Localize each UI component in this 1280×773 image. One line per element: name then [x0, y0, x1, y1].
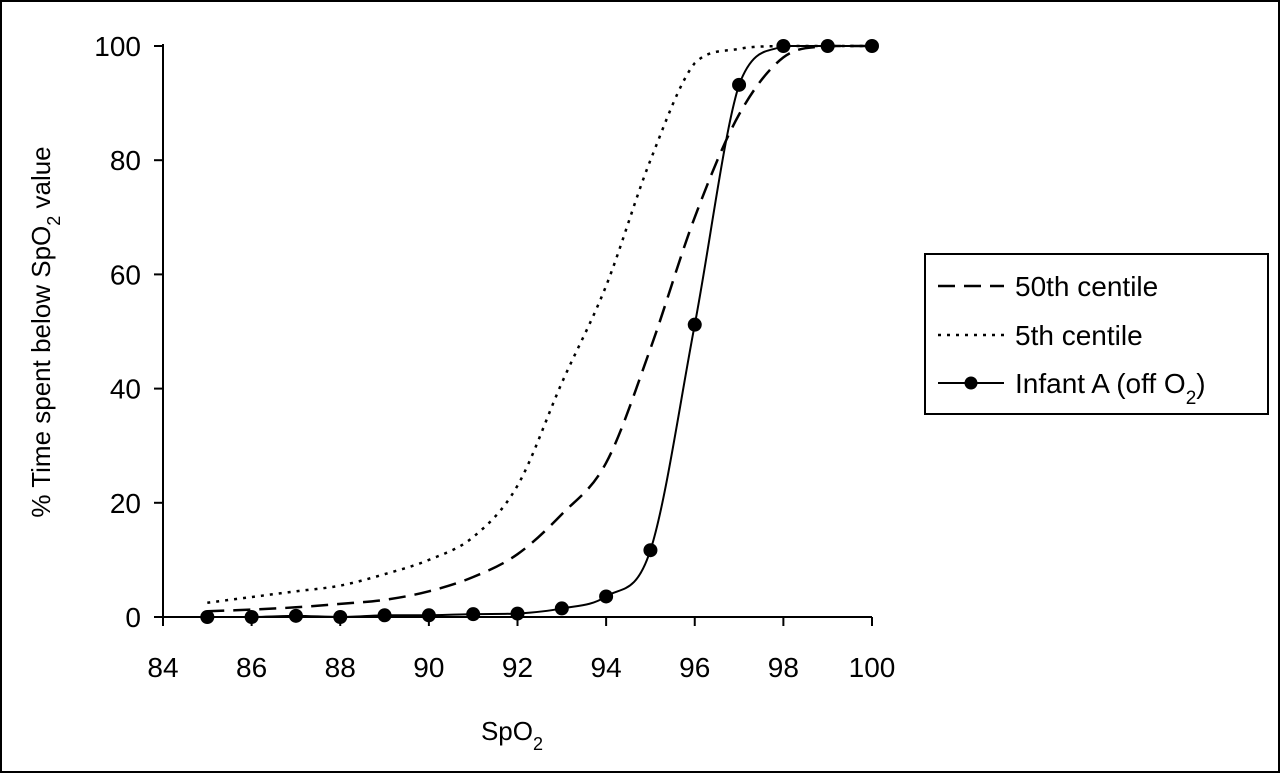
y-tick-labels: 0 20 40 60 80 100	[94, 31, 141, 633]
data-point-marker	[643, 543, 658, 558]
data-point-marker	[820, 39, 835, 53]
y-axis-label-sub: 2	[44, 216, 64, 226]
y-tick-label: 20	[110, 488, 141, 519]
legend-label-50th: 50th centile	[1015, 271, 1158, 302]
series-line	[207, 44, 872, 604]
x-axis-label-main: SpO	[481, 716, 533, 746]
axes	[154, 44, 873, 626]
x-tick-label: 92	[502, 652, 533, 683]
x-tick-labels: 84 86 88 90 92 94 96 98 100	[147, 652, 895, 683]
legend-label-5th: 5th centile	[1015, 320, 1143, 351]
x-tick-label: 96	[679, 652, 710, 683]
data-point-marker	[466, 607, 481, 622]
data-point-marker	[377, 608, 392, 623]
series-0	[207, 44, 872, 613]
series-layer	[200, 39, 879, 624]
data-point-marker	[421, 608, 436, 623]
y-tick-label: 0	[125, 602, 141, 633]
data-point-marker	[732, 77, 747, 92]
legend-box	[924, 253, 1269, 415]
series-line	[207, 45, 872, 619]
x-tick-label: 90	[413, 652, 444, 683]
x-axis-label-sub: 2	[533, 734, 543, 754]
legend-label-infant-a-sub: 2	[1186, 388, 1197, 409]
x-tick-label: 84	[147, 652, 178, 683]
data-point-marker	[510, 606, 525, 621]
data-point-marker	[200, 610, 215, 624]
series-1	[207, 44, 872, 604]
legend-label-infant-a: Infant A (off O2)	[1015, 368, 1206, 409]
y-tick-label: 40	[110, 374, 141, 405]
x-axis-label: SpO2	[481, 716, 543, 754]
data-point-marker	[244, 610, 259, 624]
data-point-marker	[554, 601, 569, 616]
legend-label-infant-a-post: )	[1196, 368, 1205, 399]
legend-label-infant-a-pre: Infant A (off O	[1015, 368, 1186, 399]
data-point-marker	[288, 608, 303, 623]
data-point-marker	[687, 317, 702, 332]
data-point-marker	[776, 39, 791, 53]
y-axis-label: % Time spent below SpO2 value	[26, 146, 64, 517]
y-tick-label: 60	[110, 259, 141, 290]
data-point-marker	[333, 610, 348, 624]
y-tick-label: 80	[110, 145, 141, 176]
data-point-marker	[599, 589, 614, 604]
data-point-marker	[865, 39, 879, 53]
y-axis-label-post: value	[26, 146, 56, 215]
x-tick-label: 88	[325, 652, 356, 683]
y-axis-label-pre: % Time spent below SpO	[26, 226, 56, 518]
series-2	[200, 39, 879, 624]
x-tick-label: 94	[591, 652, 622, 683]
series-line	[207, 44, 872, 613]
legend-marker-infant-a	[964, 376, 978, 390]
legend: 50th centile 5th centile Infant A (off O…	[924, 253, 1269, 415]
y-tick-label: 100	[94, 31, 141, 62]
x-tick-label: 98	[768, 652, 799, 683]
x-tick-label: 86	[236, 652, 267, 683]
x-tick-label: 100	[849, 652, 896, 683]
